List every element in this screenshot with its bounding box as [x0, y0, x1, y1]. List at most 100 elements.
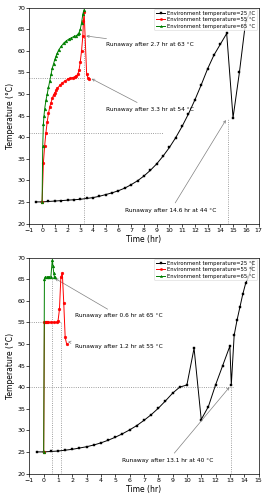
- Environment temperature=25 °C: [47, 198, 50, 204]
- Legend: Environment temperature=25 °C, Environment temperature=55 °C, Environment temper: Environment temperature=25 °C, Environme…: [154, 9, 257, 30]
- Environment temperature=65 °C: [65, 38, 68, 44]
- Environment temperature=65 °C: [42, 121, 45, 127]
- Environment temperature=65 °C: [62, 40, 65, 46]
- Environment temperature=25 °C: [192, 346, 196, 352]
- Environment temperature=25 °C: [42, 449, 45, 455]
- Environment temperature=55 °C: [77, 67, 81, 73]
- Environment temperature=55 °C: [69, 76, 72, 82]
- Environment temperature=25 °C: [72, 196, 76, 202]
- Environment temperature=65 °C: [83, 6, 86, 12]
- Environment temperature=55 °C: [65, 341, 68, 347]
- Environment temperature=25 °C: [66, 197, 69, 203]
- Environment temperature=55 °C: [43, 143, 46, 149]
- Environment temperature=65 °C: [52, 270, 55, 276]
- Environment temperature=65 °C: [72, 34, 76, 40]
- Environment temperature=65 °C: [77, 30, 81, 36]
- Environment temperature=65 °C: [46, 274, 50, 280]
- Environment temperature=25 °C: [233, 332, 236, 338]
- Environment temperature=65 °C: [51, 256, 54, 262]
- Environment temperature=25 °C: [174, 134, 177, 140]
- Environment temperature=25 °C: [185, 382, 188, 388]
- Environment temperature=25 °C: [92, 442, 95, 448]
- Environment temperature=55 °C: [44, 320, 47, 326]
- Line: Environment temperature=65 °C: Environment temperature=65 °C: [42, 258, 57, 454]
- Line: Environment temperature=25 °C: Environment temperature=25 °C: [35, 260, 255, 454]
- Environment temperature=55 °C: [48, 104, 51, 110]
- Environment temperature=25 °C: [193, 97, 196, 103]
- Environment temperature=55 °C: [58, 306, 61, 312]
- Line: Environment temperature=55 °C: Environment temperature=55 °C: [42, 272, 68, 454]
- Environment temperature=65 °C: [70, 35, 73, 41]
- Environment temperature=55 °C: [83, 9, 86, 15]
- Environment temperature=65 °C: [43, 106, 46, 112]
- Environment temperature=25 °C: [104, 192, 107, 198]
- Environment temperature=25 °C: [244, 18, 247, 24]
- Environment temperature=25 °C: [114, 434, 117, 440]
- Environment temperature=25 °C: [157, 406, 160, 411]
- Environment temperature=65 °C: [59, 44, 63, 50]
- Line: Environment temperature=55 °C: Environment temperature=55 °C: [41, 10, 91, 203]
- Environment temperature=55 °C: [80, 48, 83, 54]
- Environment temperature=55 °C: [62, 300, 65, 306]
- Environment temperature=65 °C: [49, 72, 53, 78]
- Environment temperature=25 °C: [71, 446, 74, 452]
- Environment temperature=55 °C: [76, 72, 79, 78]
- Environment temperature=65 °C: [56, 50, 59, 56]
- Environment temperature=25 °C: [248, 11, 251, 17]
- Environment temperature=25 °C: [212, 52, 215, 58]
- Environment temperature=55 °C: [66, 76, 69, 82]
- Environment temperature=65 °C: [53, 56, 57, 62]
- Environment temperature=25 °C: [59, 198, 63, 203]
- Environment temperature=55 °C: [71, 74, 74, 80]
- Environment temperature=65 °C: [79, 26, 82, 32]
- Environment temperature=25 °C: [91, 194, 95, 200]
- Line: Environment temperature=65 °C: Environment temperature=65 °C: [41, 8, 85, 203]
- Environment temperature=25 °C: [56, 448, 59, 454]
- Environment temperature=25 °C: [40, 199, 44, 205]
- Environment temperature=25 °C: [168, 144, 171, 150]
- Environment temperature=25 °C: [171, 390, 174, 396]
- Environment temperature=65 °C: [51, 65, 54, 71]
- Environment temperature=55 °C: [49, 320, 53, 326]
- Environment temperature=25 °C: [247, 274, 250, 280]
- Environment temperature=25 °C: [150, 412, 153, 418]
- Environment temperature=55 °C: [86, 74, 90, 80]
- X-axis label: Time (hr): Time (hr): [126, 236, 162, 244]
- Environment temperature=65 °C: [42, 449, 45, 455]
- Environment temperature=55 °C: [43, 320, 47, 326]
- Environment temperature=65 °C: [45, 274, 48, 280]
- Environment temperature=65 °C: [75, 32, 78, 38]
- Environment temperature=25 °C: [128, 427, 131, 433]
- Environment temperature=55 °C: [42, 449, 45, 455]
- Environment temperature=25 °C: [225, 30, 228, 36]
- Environment temperature=55 °C: [79, 58, 82, 64]
- Environment temperature=25 °C: [121, 431, 124, 437]
- Environment temperature=25 °C: [98, 194, 101, 200]
- Environment temperature=25 °C: [214, 382, 217, 388]
- Environment temperature=55 °C: [45, 320, 48, 326]
- Environment temperature=25 °C: [164, 398, 167, 404]
- Environment temperature=25 °C: [142, 418, 146, 424]
- Environment temperature=65 °C: [40, 199, 44, 205]
- Environment temperature=25 °C: [228, 343, 232, 349]
- Text: Runaway after 1.2 hr at 55 °C: Runaway after 1.2 hr at 55 °C: [69, 341, 163, 348]
- Environment temperature=25 °C: [99, 440, 103, 446]
- Environment temperature=65 °C: [43, 276, 46, 282]
- Environment temperature=25 °C: [130, 182, 133, 188]
- Environment temperature=25 °C: [49, 448, 53, 454]
- Environment temperature=55 °C: [75, 73, 78, 79]
- Environment temperature=25 °C: [178, 384, 181, 390]
- Environment temperature=25 °C: [117, 188, 120, 194]
- Environment temperature=55 °C: [46, 119, 49, 125]
- Environment temperature=25 °C: [161, 153, 165, 159]
- Environment temperature=65 °C: [76, 32, 79, 38]
- Y-axis label: Temperature (°C): Temperature (°C): [6, 82, 14, 148]
- Environment temperature=55 °C: [42, 160, 45, 166]
- Text: Runaway after 3.3 hr at 54 °C: Runaway after 3.3 hr at 54 °C: [92, 79, 193, 112]
- Environment temperature=55 °C: [74, 74, 77, 80]
- Environment temperature=55 °C: [43, 320, 46, 326]
- Legend: Environment temperature=25 °C, Environment temperature=55 °C, Environment temper: Environment temperature=25 °C, Environme…: [154, 259, 257, 280]
- Environment temperature=55 °C: [88, 76, 91, 82]
- Environment temperature=25 °C: [53, 198, 57, 204]
- Environment temperature=65 °C: [46, 91, 49, 97]
